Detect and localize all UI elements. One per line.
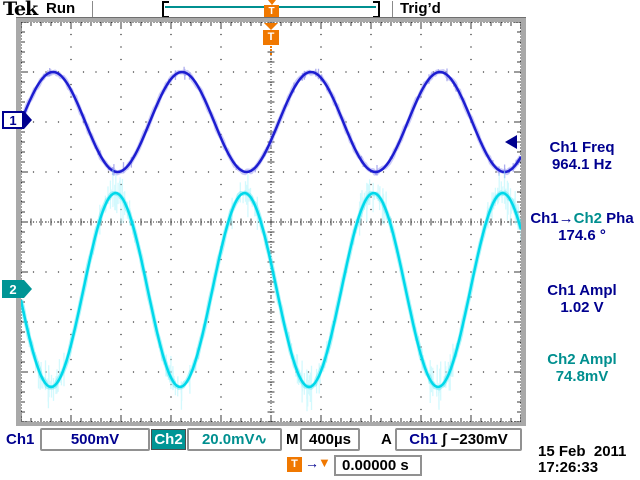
- ch2-ground-marker: 2: [2, 280, 24, 298]
- ch2-status-label: Ch2: [151, 429, 186, 450]
- readout-value: 174.6 °: [558, 227, 606, 244]
- readout-label: Ch1 Ampl: [547, 282, 617, 299]
- readout-value: 74.8mV: [555, 368, 609, 385]
- ch1-status-label: Ch1: [6, 431, 35, 448]
- ch2-trace: [21, 169, 521, 412]
- readout-ch2-ampl: Ch2 Ampl 74.8mV: [524, 351, 640, 385]
- time-text: 17:26:33: [538, 459, 599, 476]
- trigger-level-arrow-icon: [505, 135, 517, 149]
- delay-cursor-icon: ▼: [318, 455, 331, 470]
- trigger-position-pointer-icon: [268, 0, 276, 5]
- graticule-canvas: [21, 22, 521, 422]
- timebase-label: M: [286, 431, 299, 448]
- record-view-right-bracket: [373, 1, 380, 18]
- trigger-position-flag-icon: T: [264, 5, 279, 18]
- rising-edge-icon: ʃ: [441, 431, 447, 448]
- readout-label: Pha: [602, 210, 634, 227]
- trigger-channel: Ch1: [409, 431, 438, 448]
- acquisition-status: Run: [46, 0, 76, 17]
- delay-arrow-icon: →: [305, 455, 319, 471]
- ch2-scale-box: 20.0mV∿: [187, 428, 282, 451]
- trigger-t-marker-icon: T: [263, 30, 279, 45]
- trigger-source-label: A: [381, 431, 392, 448]
- datetime-display: 15 Feb 2011 17:26:33: [538, 444, 638, 476]
- delay-t-marker-icon: T: [287, 457, 302, 472]
- trigger-t-pointer-icon: [264, 23, 278, 30]
- readout-ch1-freq: Ch1 Freq 964.1 Hz: [524, 139, 640, 173]
- arrow-icon: →: [558, 210, 574, 227]
- ch1-trace: [21, 66, 521, 179]
- readout-value: 964.1 Hz: [551, 156, 613, 173]
- ch1-ground-marker: 1: [2, 111, 24, 129]
- date-text: 15 Feb 2011: [538, 443, 627, 460]
- readout-ch1-ampl: Ch1 Ampl 1.02 V: [524, 282, 640, 316]
- readout-phase: Ch1→Ch2 Pha 174.6 °: [524, 210, 640, 244]
- ch1-scale-box: 500mV: [40, 428, 150, 451]
- ch2-marker-tip-icon: [24, 280, 32, 298]
- tek-logo: Tek: [3, 0, 38, 20]
- trigger-level-value: −230mV: [450, 431, 508, 448]
- timebase-box: 400µs: [300, 428, 360, 451]
- trigger-settings-box: Ch1 ʃ −230mV: [395, 428, 522, 451]
- readout-label: Ch2: [573, 210, 602, 227]
- ch1-marker-tip-icon: [24, 111, 32, 129]
- readout-value: 1.02 V: [560, 299, 604, 316]
- trigger-status: Trig’d: [400, 0, 441, 17]
- topbar-divider: [392, 1, 393, 17]
- trigger-t-dotted-line: [270, 46, 272, 55]
- record-view-left-bracket: [162, 1, 169, 18]
- readout-label: Ch1 Freq: [549, 139, 615, 156]
- readout-label: Ch1: [530, 210, 559, 227]
- topbar-divider: [92, 1, 93, 17]
- delay-time-box: 0.00000 s: [334, 455, 422, 476]
- readout-label: Ch2 Ampl: [547, 351, 617, 368]
